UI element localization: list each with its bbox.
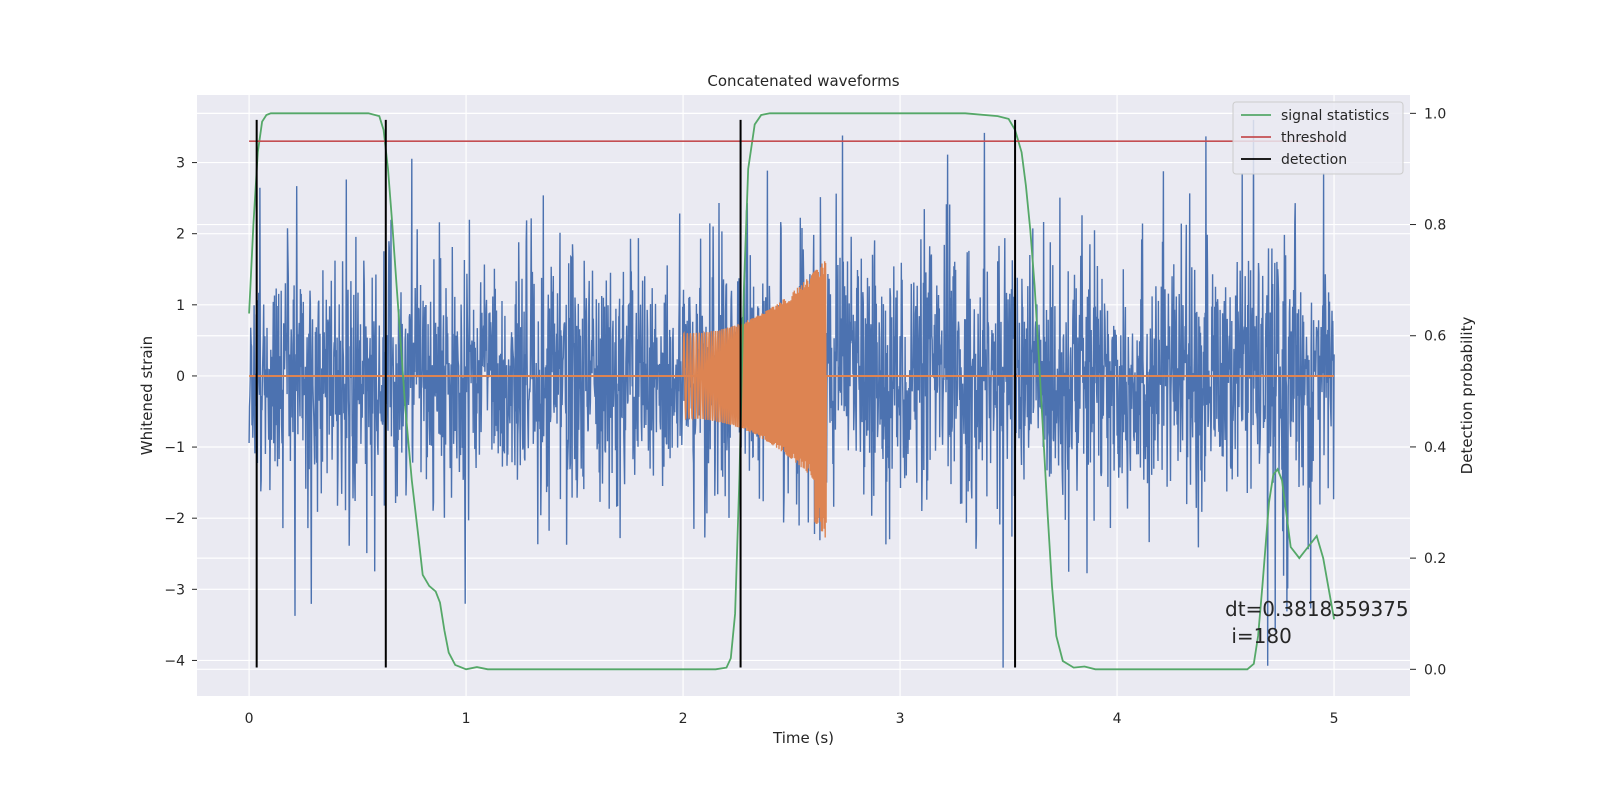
left-y-tick-label: −4 [164, 653, 185, 669]
x-tick-label: 5 [1330, 711, 1339, 727]
series-layer [248, 112, 1335, 671]
x-tick-label: 0 [245, 711, 254, 727]
x-tick-label: 1 [462, 711, 471, 727]
right-y-tick-label: 0.8 [1424, 218, 1446, 234]
annotation-index: i=180 [1225, 624, 1292, 648]
right-y-axis-label: Detection probability [1458, 317, 1476, 475]
left-y-tick-label: 0 [176, 369, 185, 385]
right-y-tick-label: 0.4 [1424, 440, 1446, 456]
x-tick-label: 4 [1113, 711, 1122, 727]
x-axis-label: Time (s) [772, 729, 834, 747]
legend: signal statistics threshold detection [1232, 101, 1404, 175]
left-y-tick-label: 1 [176, 298, 185, 314]
legend-box [1232, 101, 1404, 175]
annotation-dt: dt=0.3818359375 [1225, 597, 1409, 621]
detection-series [255, 119, 1017, 668]
right-y-tick-label: 0.2 [1424, 551, 1446, 567]
left-y-axis: 3 2 1 0 −1 −2 −3 −4 [164, 156, 197, 669]
x-axis: 0 1 2 3 4 5 [245, 711, 1339, 727]
left-y-tick-label: −3 [164, 582, 185, 598]
legend-label-signal-statistics: signal statistics [1281, 108, 1389, 124]
right-y-tick-label: 0.6 [1424, 329, 1446, 345]
x-tick-label: 3 [896, 711, 905, 727]
x-tick-label: 2 [679, 711, 688, 727]
legend-label-threshold: threshold [1281, 130, 1347, 146]
left-y-tick-label: −1 [164, 440, 185, 456]
right-y-axis: 1.0 0.8 0.6 0.4 0.2 0.0 [1410, 106, 1446, 678]
chart-title: Concatenated waveforms [707, 72, 899, 90]
right-y-tick-label: 0.0 [1424, 662, 1446, 678]
signal-statistics-series [248, 112, 1335, 671]
left-y-tick-label: 2 [176, 227, 185, 243]
legend-label-detection: detection [1281, 152, 1347, 168]
right-y-tick-label: 1.0 [1424, 106, 1446, 122]
left-y-tick-label: −2 [164, 511, 185, 527]
left-y-tick-label: 3 [176, 156, 185, 172]
left-y-axis-label: Whitened strain [138, 336, 156, 455]
